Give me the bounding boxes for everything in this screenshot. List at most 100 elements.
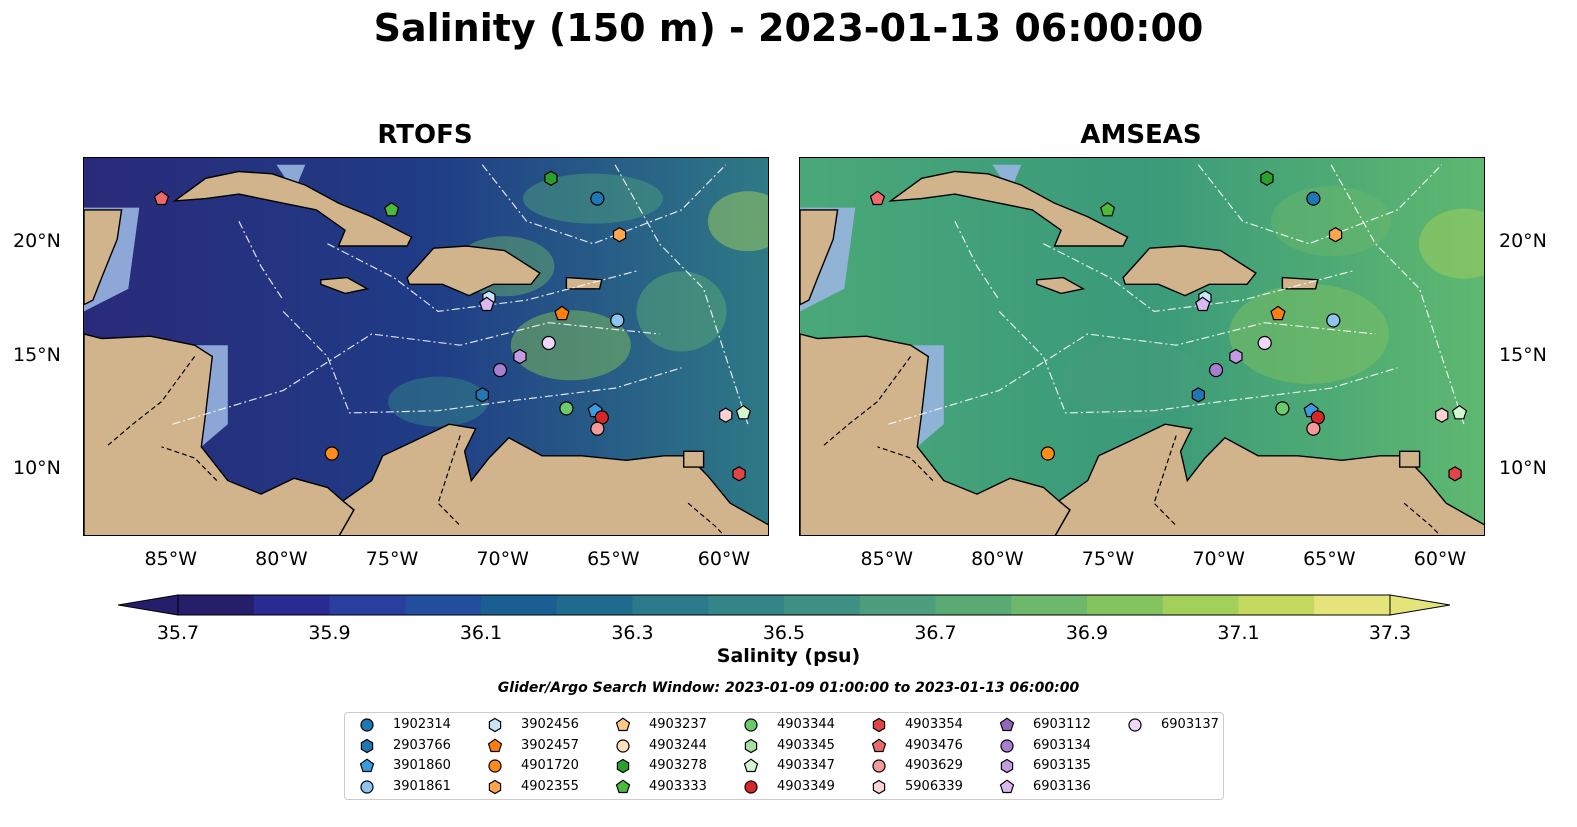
legend-marker xyxy=(872,779,886,794)
float-marker-4903476 xyxy=(869,190,886,206)
legend-marker xyxy=(616,738,630,753)
legend-label: 6903136 xyxy=(1033,778,1091,794)
land-trinidad xyxy=(683,450,705,468)
legend-marker xyxy=(999,717,1015,732)
legend-label: 4903347 xyxy=(777,758,835,773)
legend-label: 4902355 xyxy=(521,778,579,794)
land-yucatan xyxy=(800,209,839,306)
colorbar-label: Salinity (psu) xyxy=(716,645,861,667)
float-marker-1902314 xyxy=(590,191,605,206)
land-southam xyxy=(1054,423,1484,535)
legend-label: 4903345 xyxy=(777,737,835,753)
country-border xyxy=(1403,502,1441,535)
float-marker-3901861 xyxy=(610,313,625,328)
legend-marker xyxy=(744,718,758,732)
lat-label-right-10: 10°N xyxy=(1499,457,1547,479)
map-svg xyxy=(800,158,1484,535)
salinity-patch xyxy=(1061,339,1202,420)
legend-label: 6903137 xyxy=(1161,717,1219,732)
legend-marker xyxy=(488,717,502,733)
eez-boundary xyxy=(998,310,1398,414)
float-marker-4903629 xyxy=(590,421,605,436)
float-marker-4903278 xyxy=(544,170,558,186)
colorbar-tick-label: 37.1 xyxy=(1217,622,1260,644)
eez-boundary xyxy=(1330,164,1465,425)
salinity-patch xyxy=(388,376,489,427)
legend-label: 3901860 xyxy=(393,758,451,773)
panel-title-rtofs: RTOFS xyxy=(377,120,473,150)
float-marker-5906339 xyxy=(1435,407,1449,423)
land-cuba xyxy=(172,170,413,247)
legend-marker xyxy=(615,778,631,793)
colorbar-tick-label: 36.9 xyxy=(1065,622,1109,644)
panel-title-amseas: AMSEAS xyxy=(1080,120,1202,150)
legend-label: 4903354 xyxy=(905,717,963,732)
shelf-area xyxy=(194,345,228,447)
land-jamaica xyxy=(320,276,370,295)
map-panel-amseas[interactable] xyxy=(799,157,1485,536)
eez-boundary xyxy=(327,243,638,313)
float-marker-5906339 xyxy=(719,407,733,423)
legend-label: 4903244 xyxy=(649,737,707,753)
colorbar-segment xyxy=(1087,595,1164,615)
colorbar-segment xyxy=(708,595,785,615)
colorbar-segment xyxy=(1162,595,1239,615)
lat-label-right-20: 20°N xyxy=(1499,230,1547,252)
eez-boundary xyxy=(481,164,727,245)
lon-label: 80°W xyxy=(971,548,1024,570)
legend-label: 4903349 xyxy=(777,778,835,794)
colorbar-tick-label: 36.3 xyxy=(611,622,654,644)
colorbar-segment xyxy=(178,595,255,615)
colorbar-bar xyxy=(117,594,1451,616)
legend-marker xyxy=(744,738,758,753)
country-border xyxy=(1153,435,1177,527)
eez-boundary xyxy=(1197,164,1443,245)
legend-label: 4903629 xyxy=(905,758,963,773)
legend-label: 3902457 xyxy=(521,737,579,753)
colorbar-segment xyxy=(253,595,330,615)
float-marker-4902355 xyxy=(612,227,627,243)
colorbar-tick-label: 36.1 xyxy=(459,622,503,644)
legend-label: 1902314 xyxy=(393,717,451,732)
float-marker-4901720 xyxy=(324,446,339,461)
colorbar-tick-label: 36.7 xyxy=(914,622,957,644)
eez-boundary xyxy=(172,322,660,425)
float-marker-6903135 xyxy=(513,348,527,365)
land-puertorico xyxy=(1281,276,1319,290)
search-window-text: Glider/Argo Search Window: 2023-01-09 01… xyxy=(497,680,1080,696)
country-border xyxy=(687,502,725,535)
land-hispaniola xyxy=(406,245,541,297)
map-panel-rtofs[interactable] xyxy=(83,157,769,536)
legend-marker xyxy=(615,717,631,732)
colorbar-tick-label: 36.5 xyxy=(762,622,806,644)
legend-marker xyxy=(872,717,886,733)
float-marker-6903136 xyxy=(1195,296,1211,312)
legend-label: 4901720 xyxy=(521,758,579,773)
float-marker-4903347 xyxy=(1451,404,1468,420)
land-trinidad xyxy=(1399,450,1421,468)
legend-marker xyxy=(616,758,630,774)
colorbar-segment xyxy=(405,595,482,615)
float-marker-6903137 xyxy=(541,335,556,351)
colorbar-extend-high xyxy=(1389,594,1451,616)
land-hispaniola xyxy=(1122,245,1257,297)
float-marker-3902457 xyxy=(554,305,570,321)
legend-marker xyxy=(488,779,502,794)
legend-marker xyxy=(1000,758,1014,774)
float-marker-6903136 xyxy=(479,296,495,312)
legend-marker xyxy=(488,759,502,773)
legend-marker xyxy=(871,737,887,752)
legend-marker xyxy=(1000,738,1014,753)
lon-label: 65°W xyxy=(1303,548,1356,570)
legend-marker xyxy=(743,758,759,773)
lon-label: 75°W xyxy=(1081,548,1135,570)
land-cuba xyxy=(888,170,1129,247)
land-yucatan xyxy=(84,209,123,306)
country-border xyxy=(821,356,912,448)
legend-marker xyxy=(360,718,374,732)
legend-label: 3902456 xyxy=(521,717,579,732)
eez-boundary xyxy=(954,220,1000,301)
float-legend: 1902314 2903766 3901860 3901861 3902456 39024… xyxy=(344,712,1224,800)
lon-label: 60°W xyxy=(1413,548,1467,570)
float-marker-6903135 xyxy=(1229,348,1243,365)
